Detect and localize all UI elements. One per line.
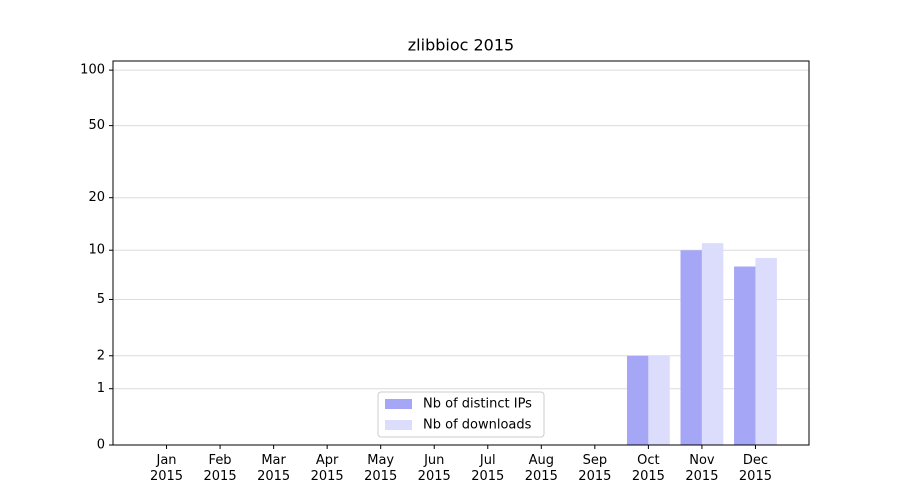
legend-box xyxy=(377,391,545,438)
bar xyxy=(701,243,724,445)
y-tick-label: 5 xyxy=(97,292,105,307)
plot-frame xyxy=(112,60,810,446)
x-tick-label: Mar 2015 xyxy=(257,453,291,484)
chart-title: zlibbioc 2015 xyxy=(408,36,514,55)
x-tick-label: Jul 2015 xyxy=(471,453,505,484)
y-tick-label: 0 xyxy=(97,438,105,453)
x-tick-label: Nov 2015 xyxy=(685,453,719,484)
y-tick-label: 10 xyxy=(88,243,105,258)
legend: Nb of distinct IPs Nb of downloads xyxy=(377,391,545,438)
legend-label: Nb of distinct IPs xyxy=(423,397,532,412)
legend-swatch xyxy=(385,399,412,409)
bar xyxy=(734,266,756,445)
x-tick-label: Jun 2015 xyxy=(417,453,451,484)
x-tick-label: Feb 2015 xyxy=(203,453,237,484)
bar xyxy=(680,250,702,445)
x-tick-label: Dec 2015 xyxy=(738,453,772,484)
bar xyxy=(648,355,670,445)
legend-label: Nb of downloads xyxy=(423,418,532,433)
x-tick-label: Aug 2015 xyxy=(524,453,558,484)
y-tick-label: 50 xyxy=(88,118,105,133)
x-tick-label: May 2015 xyxy=(364,453,398,484)
y-tick-label: 20 xyxy=(88,190,105,205)
x-tick-label: Sep 2015 xyxy=(578,453,612,484)
y-tick-label: 2 xyxy=(97,348,105,363)
bar xyxy=(626,355,649,445)
x-tick-label: Oct 2015 xyxy=(631,453,665,484)
y-tick-label: 100 xyxy=(80,63,105,78)
y-tick-label: 1 xyxy=(97,381,105,396)
x-tick-label: Apr 2015 xyxy=(310,453,344,484)
legend-swatch xyxy=(385,420,412,430)
bar xyxy=(755,257,777,445)
x-tick-label: Jan 2015 xyxy=(149,453,184,484)
